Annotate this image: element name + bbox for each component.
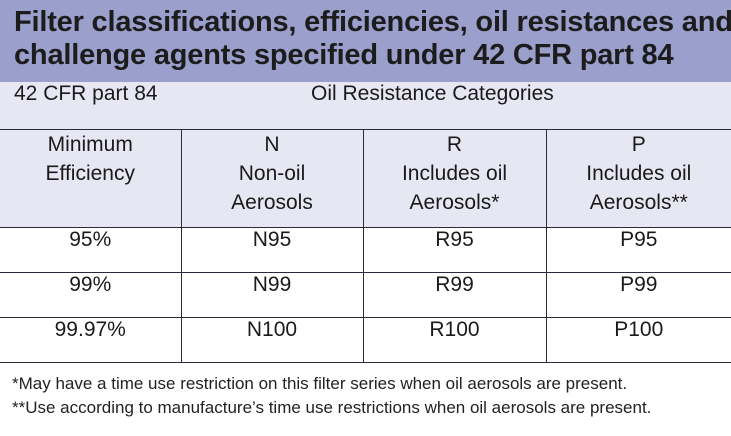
table-row: 99% N99 R99 P99: [0, 272, 731, 318]
filter-classification-table: 42 CFR part 84 Oil Resistance Categories…: [0, 82, 731, 363]
header-text: R: [446, 133, 463, 156]
table-cell: 95%: [0, 227, 181, 273]
table-cell: N99: [180, 272, 363, 318]
header-text: N: [264, 133, 280, 156]
category-row: 42 CFR part 84 Oil Resistance Categories: [0, 82, 731, 130]
header-n-category: N Non-oil Aerosols: [180, 129, 363, 228]
footnote-single-asterisk: *May have a time use restriction on this…: [12, 374, 628, 393]
header-text: Aerosols**: [589, 191, 688, 214]
header-r-category: R Includes oil Aerosols*: [362, 129, 546, 228]
table-cell: P100: [545, 317, 731, 363]
table-cell: R95: [362, 227, 546, 273]
table-cell: R99: [362, 272, 546, 318]
table-cell: P95: [545, 227, 731, 273]
table-cell: P99: [545, 272, 731, 318]
header-text: Aerosols*: [409, 191, 500, 214]
title-line-1: Filter classifications, efficiencies, oi…: [14, 6, 731, 38]
header-text: Non-oil: [238, 162, 306, 185]
table-row: 99.97% N100 R100 P100: [0, 317, 731, 363]
header-text: Includes oil: [586, 162, 692, 185]
oil-resistance-categories-label: Oil Resistance Categories: [181, 82, 731, 130]
header-text: P: [631, 133, 646, 156]
header-minimum-efficiency: Minimum Efficiency: [0, 129, 181, 228]
header-row: Minimum Efficiency N Non-oil Aerosols R …: [0, 129, 731, 228]
header-text: Minimum: [47, 133, 133, 156]
table-cell: 99.97%: [0, 317, 181, 363]
cfr-label: 42 CFR part 84: [0, 82, 181, 130]
table-cell: 99%: [0, 272, 181, 318]
footnotes: *May have a time use restriction on this…: [12, 372, 727, 420]
header-text: Efficiency: [45, 162, 136, 185]
table-cell: R100: [362, 317, 546, 363]
footnote-double-asterisk: **Use according to manufacture’s time us…: [12, 398, 652, 417]
header-p-category: P Includes oil Aerosols**: [545, 129, 731, 228]
title-line-2: challenge agents specified under 42 CFR …: [14, 39, 674, 71]
header-text: Includes oil: [401, 162, 508, 185]
header-text: Aerosols: [231, 191, 313, 214]
title-banner: Filter classifications, efficiencies, oi…: [0, 0, 731, 82]
table-row: 95% N95 R95 P95: [0, 227, 731, 273]
table-cell: N95: [180, 227, 363, 273]
table-cell: N100: [180, 317, 363, 363]
